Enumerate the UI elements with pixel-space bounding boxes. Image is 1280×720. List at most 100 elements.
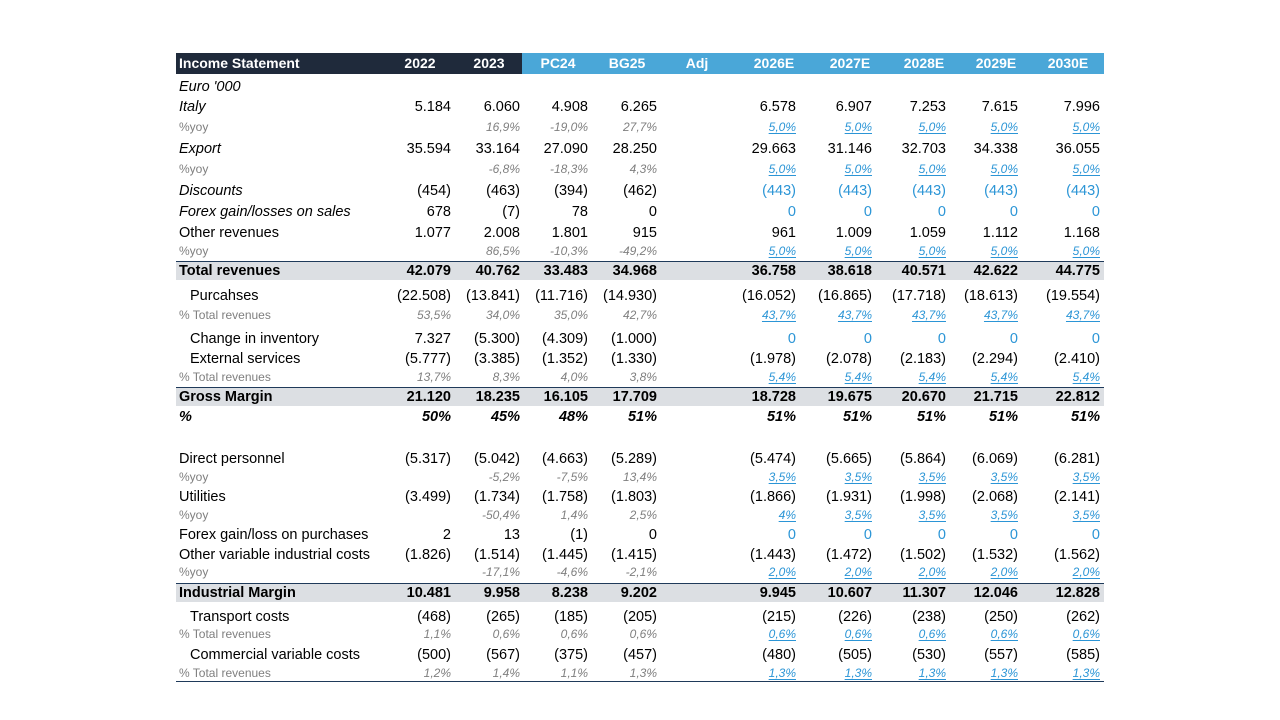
header-actuals: Income Statement	[176, 53, 522, 74]
cell-2023: (463)	[486, 183, 520, 199]
cell-2022: (3.499)	[405, 489, 451, 505]
cell-pc24: (185)	[554, 609, 588, 625]
cell-2028e: 51%	[916, 409, 946, 425]
cell-2027e: 1,3%	[844, 666, 872, 680]
cell-2023: 8,3%	[492, 370, 520, 384]
cell-2030e: 5,0%	[1072, 244, 1100, 258]
cell-2026e: 29.663	[751, 141, 796, 157]
cell-2022: 1,2%	[423, 666, 451, 680]
cell-2027e: 5,4%	[844, 370, 872, 384]
cell-2026e: (5.474)	[750, 451, 796, 467]
cell-2028e: (1.998)	[900, 489, 946, 505]
cell-2029e: (6.069)	[972, 451, 1018, 467]
cell-2030e: 0,6%	[1072, 627, 1100, 641]
cell-pc24: (4.663)	[542, 451, 588, 467]
row-label: % Total revenues	[179, 666, 271, 680]
cell-2022: (5.777)	[405, 351, 451, 367]
table-row-external: External services (5.777) (3.385) (1.352) (1…	[176, 350, 1104, 368]
row-label: Commercial variable costs	[190, 647, 361, 663]
cell-2030e: 12.828	[1055, 585, 1100, 601]
cell-bg25: -2,1%	[625, 565, 657, 579]
table-row-forex-sales: Forex gain/losses on sales 678 (7) 78 0 0 0 0 0 0	[176, 203, 1104, 221]
cell-pc24: (375)	[554, 647, 588, 663]
cell-2030e: 2,0%	[1072, 565, 1100, 579]
cell-bg25: (457)	[623, 647, 657, 663]
cell-2029e: 51%	[988, 409, 1018, 425]
cell-2027e: 31.146	[827, 141, 872, 157]
cell-2023: (265)	[486, 609, 520, 625]
cell-2026e: (443)	[762, 183, 796, 199]
cell-2028e: (530)	[912, 647, 946, 663]
cell-2026e: 3,5%	[768, 470, 796, 484]
cell-2027e: (505)	[838, 647, 872, 663]
cell-2028e: 5,0%	[918, 162, 946, 176]
column-header: 2026E	[753, 55, 795, 71]
cell-2028e: 5,0%	[918, 244, 946, 258]
cell-2027e: 0	[863, 204, 872, 220]
cell-pc24: (1)	[570, 527, 588, 543]
row-label: Change in inventory	[190, 331, 319, 347]
table-row-forex-purch: Forex gain/loss on purchases 2 13 (1) 0 0 0 0 0 0	[176, 526, 1104, 544]
cell-pc24: (1.758)	[542, 489, 588, 505]
cell-2022: 50%	[421, 409, 451, 425]
cell-2028e: (443)	[912, 183, 946, 199]
row-label: Utilities	[179, 489, 226, 505]
cell-2029e: 5,0%	[990, 120, 1018, 134]
cell-2030e: 43,7%	[1065, 308, 1100, 322]
cell-2023: 34,0%	[485, 308, 520, 322]
table-row-other-var-yoy: %yoy -17,1% -4,6% -2,1% 2,0% 2,0% 2,0% 2,0% 2,0%	[176, 565, 1104, 579]
cell-2026e: 0	[787, 204, 796, 220]
cell-2026e: (480)	[762, 647, 796, 663]
cell-pc24: 1,1%	[560, 666, 588, 680]
row-label: Forex gain/loss on purchases	[179, 527, 369, 543]
cell-2027e: 5,0%	[844, 244, 872, 258]
cell-2027e: 38.618	[827, 263, 872, 279]
cell-2026e: 51%	[766, 409, 796, 425]
cell-2028e: (2.183)	[900, 351, 946, 367]
cell-2022: 10.481	[406, 585, 451, 601]
table-row-export-yoy: %yoy -6,8% -18,3% 4,3% 5,0% 5,0% 5,0% 5,0% 5,0%	[176, 162, 1104, 176]
cell-2028e: 0	[937, 527, 946, 543]
cell-2022: 21.120	[406, 389, 451, 405]
table-row-external-pct: % Total revenues 13,7% 8,3% 4,0% 3,8% 5,4% 5,4…	[176, 370, 1104, 384]
row-label: Purcahses	[190, 288, 259, 304]
cell-bg25: 42,7%	[622, 308, 657, 322]
cell-2027e: (5.665)	[826, 451, 872, 467]
cell-2022: (454)	[417, 183, 451, 199]
cell-pc24: 1.801	[551, 225, 588, 241]
cell-pc24: 0,6%	[560, 627, 588, 641]
table-row-purchases-pct: % Total revenues 53,5% 34,0% 35,0% 42,7% 43,7…	[176, 308, 1104, 322]
table-row-discounts: Discounts (454) (463) (394) (462) (443) (443) (…	[176, 182, 1104, 200]
cell-2027e: 2,0%	[844, 565, 872, 579]
cell-2022: 2	[442, 527, 451, 543]
cell-2029e: 12.046	[973, 585, 1018, 601]
cell-2028e: 5,0%	[918, 120, 946, 134]
cell-bg25: (1.415)	[611, 547, 657, 563]
cell-2027e: 0	[863, 331, 872, 347]
cell-2030e: 0	[1091, 204, 1100, 220]
cell-2029e: (2.068)	[972, 489, 1018, 505]
row-label: %yoy	[179, 244, 209, 258]
row-label: % Total revenues	[179, 370, 271, 384]
row-label: Gross Margin	[179, 389, 273, 405]
cell-2030e: 51%	[1070, 409, 1100, 425]
cell-2023: -6,8%	[488, 162, 520, 176]
cell-2027e: (16.865)	[817, 288, 872, 304]
row-label: Other variable industrial costs	[179, 547, 370, 563]
cell-2026e: 5,0%	[768, 120, 796, 134]
cell-2022: 678	[426, 204, 451, 220]
cell-pc24: 8.238	[551, 585, 588, 601]
cell-2023: -50,4%	[481, 508, 520, 522]
cell-2027e: 0,6%	[844, 627, 872, 641]
cell-2028e: 40.571	[901, 263, 946, 279]
cell-pc24: -18,3%	[549, 162, 588, 176]
column-header: 2022	[404, 55, 436, 71]
cell-2029e: (18.613)	[963, 288, 1018, 304]
table-row-purchases: Purcahses (22.508) (13.841) (11.716) (14.930…	[176, 287, 1104, 305]
cell-2023: (3.385)	[474, 351, 520, 367]
cell-2028e: 5,4%	[918, 370, 946, 384]
cell-2029e: 7.615	[981, 99, 1018, 115]
cell-bg25: (205)	[623, 609, 657, 625]
cell-2023: 86,5%	[485, 244, 520, 258]
table-row-industrial: Industrial Margin 10.481 9.958 8.238 9.202 9.…	[176, 583, 1104, 602]
